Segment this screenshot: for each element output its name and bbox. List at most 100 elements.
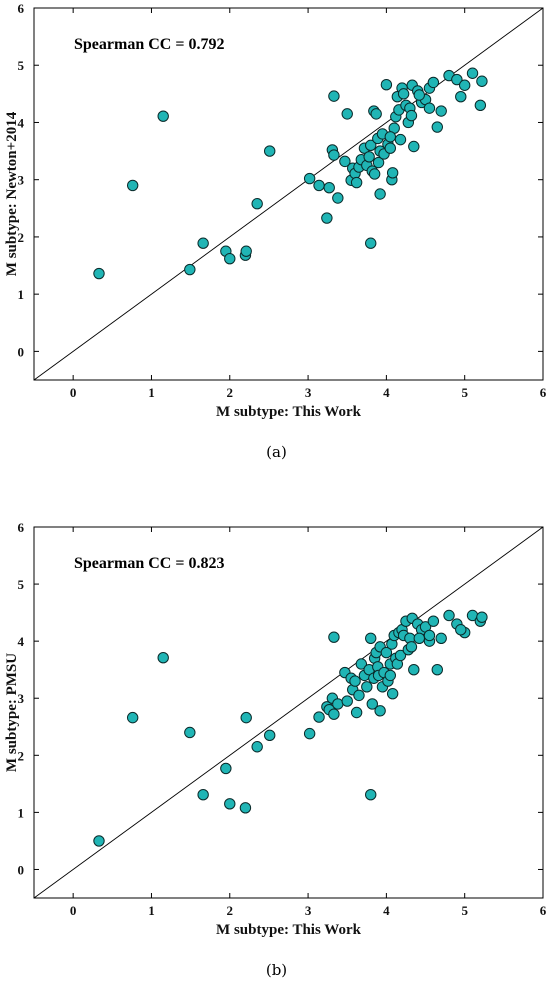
data-point	[408, 140, 420, 153]
data-point	[431, 663, 443, 676]
data-point	[353, 689, 365, 702]
x-tick-label: 4	[383, 903, 390, 918]
data-point	[184, 263, 196, 276]
data-point	[303, 727, 316, 740]
data-point	[341, 108, 353, 120]
spearman-annotation: Spearman CC = 0.792	[74, 36, 224, 53]
y-tick-label: 1	[18, 287, 25, 302]
data-point	[386, 167, 399, 179]
data-point	[384, 142, 396, 154]
x-tick-label: 1	[148, 385, 155, 400]
x-axis-label: M subtype: This Work	[216, 922, 362, 938]
data-point	[328, 631, 340, 643]
data-point	[370, 108, 382, 120]
data-point	[413, 89, 425, 101]
data-point	[328, 708, 340, 720]
data-point	[474, 99, 487, 111]
y-tick-label: 5	[18, 58, 25, 73]
data-point	[321, 212, 333, 224]
data-point	[197, 237, 209, 249]
x-tick-label: 0	[70, 903, 77, 918]
data-point	[220, 762, 232, 775]
y-tick-label: 4	[18, 634, 25, 649]
data-point	[423, 629, 436, 642]
plot-frame	[33, 7, 544, 381]
data-point	[405, 109, 418, 122]
data-point	[427, 76, 440, 89]
data-point	[397, 88, 410, 100]
data-point	[405, 641, 418, 653]
data-point	[435, 105, 447, 117]
y-tick-label: 2	[18, 230, 25, 245]
data-point	[328, 149, 340, 161]
data-point	[451, 73, 463, 86]
data-point	[341, 695, 353, 707]
data-point	[313, 179, 325, 192]
x-tick-label: 4	[383, 385, 390, 400]
data-point	[366, 698, 378, 710]
y-axis-label: M subtype: PMSU	[4, 653, 20, 772]
y-tick-label: 0	[18, 862, 25, 877]
data-point	[251, 198, 263, 210]
data-point	[455, 91, 467, 103]
data-point	[184, 726, 196, 739]
x-tick-label: 6	[540, 385, 547, 400]
x-axis-label: M subtype: This Work	[216, 404, 362, 420]
panel-caption: (a)	[266, 443, 287, 461]
one-to-one-line	[33, 7, 544, 381]
data-point	[350, 176, 363, 189]
data-point	[386, 687, 399, 700]
x-tick-label: 5	[461, 903, 468, 918]
data-point	[332, 192, 344, 204]
data-point	[476, 75, 488, 87]
data-point	[323, 182, 335, 194]
x-tick-label: 5	[461, 385, 468, 400]
data-point	[264, 145, 276, 157]
data-point	[303, 172, 316, 185]
y-tick-label: 3	[18, 691, 25, 706]
x-tick-label: 3	[305, 385, 312, 400]
data-point	[368, 168, 381, 180]
data-point	[197, 788, 209, 801]
x-tick-label: 2	[227, 385, 234, 400]
data-point	[157, 110, 169, 122]
y-tick-label: 4	[18, 115, 25, 130]
data-point	[355, 658, 368, 670]
data-point	[380, 78, 393, 91]
data-point	[365, 139, 377, 152]
data-point	[157, 652, 169, 664]
data-point	[466, 67, 479, 79]
data-point	[408, 663, 420, 676]
data-point	[455, 624, 467, 636]
panel-a: 0 1 2 3 4 5 6 0 1 2 3 4 5 6 M subtype: This Work M subt…	[4, 1, 547, 461]
data-point	[264, 729, 276, 742]
x-tick-label: 6	[540, 903, 547, 918]
data-point	[126, 711, 139, 724]
data-point	[384, 669, 396, 682]
data-point	[313, 711, 325, 723]
data-point	[423, 102, 436, 114]
x-tick-label: 2	[227, 903, 234, 918]
data-point	[413, 632, 425, 644]
y-tick-label: 1	[18, 805, 25, 820]
data-point	[339, 155, 351, 168]
data-point	[349, 675, 361, 687]
data-point	[431, 121, 443, 133]
y-tick-label: 6	[18, 1, 25, 16]
y-tick-label: 5	[18, 577, 25, 592]
data-point	[328, 90, 340, 102]
data-point	[427, 615, 440, 627]
x-tick-label: 1	[148, 903, 155, 918]
data-point	[332, 698, 344, 710]
data-point	[240, 711, 252, 724]
data-point	[394, 649, 407, 662]
data-point	[126, 179, 139, 192]
data-point	[443, 609, 455, 622]
data-point	[374, 188, 386, 200]
plot-frame	[33, 526, 544, 899]
data-point	[239, 802, 252, 814]
data-point	[93, 835, 105, 847]
data-point	[361, 681, 373, 693]
y-axis-label: M subtype: Newton+2014	[4, 111, 20, 276]
data-point	[365, 632, 377, 644]
